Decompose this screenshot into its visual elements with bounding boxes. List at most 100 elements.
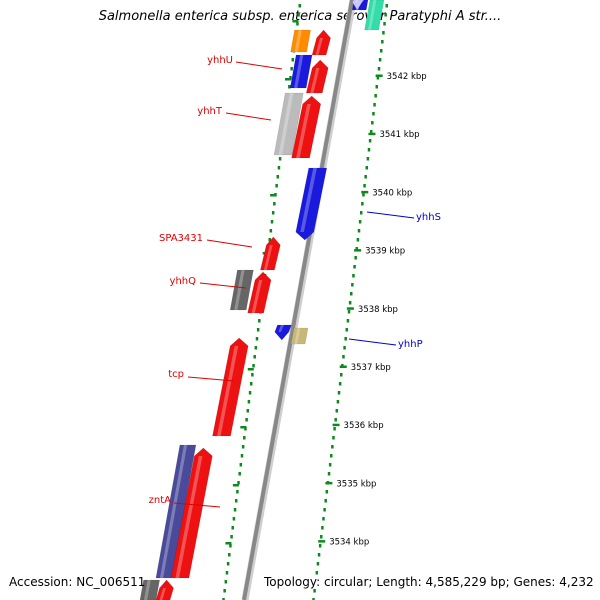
gene-yhhQ-cds [247, 271, 272, 314]
outline-dot [347, 310, 351, 314]
outline-dot [276, 175, 280, 179]
outline-dot [313, 589, 316, 593]
gene-yhhU-cds [311, 29, 331, 56]
outline-dot [355, 247, 359, 251]
gene-yhhU-cds-2-highlight [310, 68, 320, 93]
gene-tcp-cds [212, 337, 249, 437]
outline-dot [296, 22, 299, 26]
outline-dot [385, 4, 389, 8]
outline-dot [331, 445, 334, 449]
outline-dot [256, 328, 260, 332]
minor-tick-mark [284, 78, 291, 81]
feature-layer [139, 0, 385, 600]
gene-label-yhhT: yhhT [197, 106, 223, 117]
gene-label-SPA3431: SPA3431 [159, 233, 203, 244]
outline-dot [354, 256, 357, 260]
feature-top-lavender-highlight [354, 0, 359, 2]
gene-label-tcp: tcp [168, 369, 184, 380]
outline-dot [372, 112, 375, 116]
outline-dot [239, 463, 243, 467]
gene-label-yhhP: yhhP [398, 339, 423, 350]
outline-dot [345, 328, 349, 332]
outline-dot [346, 319, 350, 323]
feature-yhhQ-darkgrey-highlight [234, 270, 245, 310]
outline-dot [247, 400, 251, 404]
minor-tick-mark [240, 426, 247, 429]
outline-dot [382, 31, 385, 35]
feature-top-lavender [351, 0, 365, 11]
feature-bottom-grey [139, 579, 160, 600]
tick-label-3534: 3534 kbp [329, 538, 369, 548]
outline-dot [348, 301, 352, 305]
tick-label-3541: 3541 kbp [379, 130, 419, 140]
genome-backbone [241, 0, 357, 600]
gene-zntA-cds [170, 447, 213, 579]
leader-line-yhhS [366, 211, 415, 219]
tick-label-3542: 3542 kbp [387, 72, 427, 82]
outline-dot [374, 94, 377, 98]
backbone-line [242, 0, 354, 600]
topology-label: Topology: circular; Length: 4,585,229 bp… [262, 575, 596, 589]
feature-yhhP-khaki [290, 327, 309, 345]
outline-dot [322, 517, 325, 521]
outline-dot [244, 427, 247, 431]
outline-dot [236, 490, 239, 494]
outline-dot [336, 400, 340, 404]
outline-dot [368, 139, 372, 143]
outline-dot [240, 454, 244, 458]
outline-dot [377, 67, 381, 71]
outline-dot [273, 202, 276, 206]
outline-dot [352, 274, 355, 278]
outline-dot [369, 130, 373, 134]
gene-SPA3431-cds [260, 236, 281, 271]
outline-dot [378, 58, 382, 62]
leader-line-yhhP [348, 338, 397, 346]
outline-dot [258, 319, 261, 323]
gene-label-zntA: zntA [149, 495, 172, 506]
outline-dot [384, 13, 387, 17]
outline-dot [233, 508, 237, 512]
gene-yhhS-cds-highlight [300, 168, 317, 232]
feature-yhhU-blue [289, 54, 313, 89]
outline-dot [222, 598, 225, 600]
feature-yhhQ-darkgrey [229, 269, 254, 311]
outline-dot [224, 580, 228, 584]
outline-dot [253, 355, 256, 359]
outline-dot [349, 292, 353, 296]
leader-line-zntA [173, 502, 221, 508]
gene-label-yhhS: yhhS [416, 212, 441, 223]
minor-tick-mark [232, 484, 239, 487]
outline-dot [316, 562, 320, 566]
outline-dot [328, 463, 332, 467]
major-tick-3537 [339, 365, 347, 368]
outline-dot [252, 364, 255, 368]
outline-dot [358, 220, 362, 224]
outline-dot [371, 121, 374, 125]
outline-dot [225, 571, 229, 575]
tick-label-3538: 3538 kbp [358, 305, 398, 315]
outline-dot [248, 391, 252, 395]
tick-label-3540: 3540 kbp [372, 188, 412, 198]
outline-dot [353, 265, 356, 269]
tick-label-3537: 3537 kbp [351, 363, 391, 373]
outline-dot [232, 517, 236, 521]
outline-dot [338, 382, 342, 386]
gene-yhhP-cds-highlight [278, 325, 284, 332]
outline-dot [334, 418, 337, 422]
gene-zntA-cds-highlight [175, 456, 203, 578]
outline-dot [291, 58, 295, 62]
outline-dot [359, 211, 363, 215]
outline-dot [373, 103, 376, 107]
outline-dot [330, 454, 333, 458]
gene-SPA3431-cds-highlight [263, 245, 273, 270]
tick-label-3539: 3539 kbp [365, 247, 405, 257]
outline-dot [243, 436, 246, 440]
outline-dot [361, 202, 364, 206]
outline-dot [344, 337, 347, 341]
outline-dot [362, 193, 365, 197]
outline-dot [271, 211, 275, 215]
outline-dot [381, 40, 384, 44]
outline-dot [245, 418, 248, 422]
leader-line-SPA3431 [206, 239, 253, 248]
